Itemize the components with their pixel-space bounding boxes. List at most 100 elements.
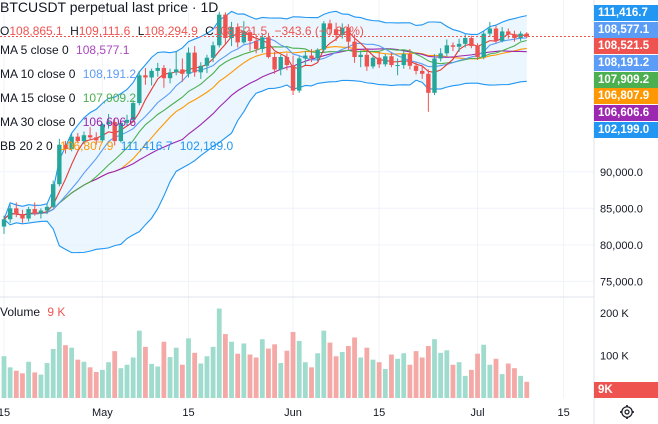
volume-bar [315, 353, 321, 398]
indicator-value: 107,909.2 [82, 91, 137, 105]
candle-body [20, 214, 25, 219]
candle-body [143, 75, 148, 78]
candle-body [69, 136, 74, 150]
volume-bar [56, 331, 62, 398]
volume-bar [216, 308, 222, 398]
volume-bar [235, 353, 241, 398]
volume-bar [481, 344, 487, 398]
candle-body [272, 57, 277, 70]
volume-bar [493, 358, 499, 398]
candle-body [444, 45, 449, 54]
candle-body [26, 209, 31, 219]
volume-bar [266, 348, 271, 398]
volume-legend[interactable]: Volume 9 K [0, 305, 69, 319]
volume-bar [413, 351, 419, 398]
ohlc-change: −343.6 (−0.32%) [274, 24, 364, 38]
price-tick-label: 75,000.0 [600, 276, 643, 288]
candle-body [124, 119, 130, 123]
volume-bar [432, 339, 437, 398]
symbol-title[interactable]: BTCUSDT perpetual last price · 1D [0, 0, 219, 15]
volume-bar [358, 357, 364, 398]
candle-body [278, 57, 283, 70]
indicator-label: MA 5 close 0 [0, 43, 69, 57]
volume-bar [186, 338, 191, 398]
candle-body [524, 33, 529, 37]
candle-body [456, 43, 462, 47]
time-tick-label: 15 [373, 407, 385, 419]
volume-bar [192, 352, 198, 398]
volume-bar [272, 344, 277, 398]
gear-icon[interactable] [619, 404, 635, 420]
candlesticks [1, 11, 529, 234]
bb-upper-value: 111,416.7 [120, 139, 173, 153]
candle-body [32, 209, 37, 214]
volume-bar [210, 346, 216, 398]
volume-bar [456, 362, 462, 398]
volume-tick-label: 200 K [600, 308, 629, 320]
candle-body [426, 73, 431, 93]
volume-bar [136, 330, 142, 398]
candle-body [75, 136, 80, 142]
volume-axis[interactable]: 100 K 200 K [600, 308, 629, 363]
volume-bar [223, 334, 228, 398]
candle-body [44, 206, 50, 211]
indicator-ma5[interactable]: MA 5 close 0 108,577.1 [0, 43, 133, 57]
volume-bar [204, 356, 210, 398]
candle-body [137, 75, 142, 104]
candle-body [180, 69, 185, 74]
volume-bar [284, 350, 290, 398]
volume-bar [352, 337, 357, 398]
volume-bar [32, 372, 38, 398]
indicator-label: MA 10 close 0 [0, 67, 76, 81]
candle-body [389, 56, 394, 66]
indicator-ma30[interactable]: MA 30 close 0 106,606.6 [0, 115, 140, 129]
volume-bar [143, 346, 148, 398]
candle-body [217, 14, 222, 46]
candle-body [463, 38, 468, 44]
price-tick-label: 90,000.0 [600, 167, 643, 179]
volume-bar [155, 366, 161, 398]
volume-bar [106, 362, 111, 398]
candle-body [174, 69, 179, 73]
indicator-bb[interactable]: BB 20 2 0 106,807.9 111,416.7 102,199.0 [0, 139, 237, 153]
volume-bar [469, 369, 474, 398]
volume-bar [395, 358, 400, 398]
candle-body [198, 65, 203, 73]
volume-bar [518, 375, 523, 398]
time-axis[interactable]: 15 May 15 Jun 15 Jul 15 [0, 407, 570, 419]
candle-body [352, 41, 357, 58]
candle-body [309, 55, 314, 59]
candle-body [186, 52, 191, 74]
volume-bar [333, 356, 339, 398]
indicator-label: BB 20 2 0 [0, 139, 53, 153]
candle-body [223, 14, 228, 39]
candle-body [167, 72, 173, 79]
volume-bar [241, 343, 247, 398]
volume-bar [26, 361, 31, 398]
price-axis-tag: 108,577.1 [594, 22, 658, 38]
candle-body [266, 37, 271, 58]
volume-bar [376, 362, 382, 398]
indicator-ma10[interactable]: MA 10 close 0 108,191.2 [0, 67, 140, 81]
bb-lower-line [3, 79, 527, 254]
candle-body [118, 122, 124, 142]
volume-bar [278, 363, 284, 398]
price-tick-label: 80,000.0 [600, 240, 643, 252]
candle-body [290, 65, 296, 91]
candle-body [376, 57, 382, 65]
candle-body [253, 40, 259, 49]
symbol-legend: BTCUSDT perpetual last price · 1D [0, 0, 222, 15]
volume-value: 9 K [47, 305, 66, 319]
candle-body [512, 34, 517, 39]
indicator-ma15[interactable]: MA 15 close 0 107,909.2 [0, 91, 140, 105]
candle-body [210, 45, 216, 58]
candle-body [346, 27, 351, 42]
volume-bar [229, 341, 234, 398]
volume-bar [346, 346, 351, 398]
candle-body [407, 54, 413, 66]
volume-bar [327, 342, 333, 398]
price-axis[interactable]: 75,000.0 80,000.0 85,000.0 90,000.0 [600, 167, 643, 289]
volume-bar [438, 352, 444, 398]
ohlc-high-label: H [70, 24, 79, 38]
